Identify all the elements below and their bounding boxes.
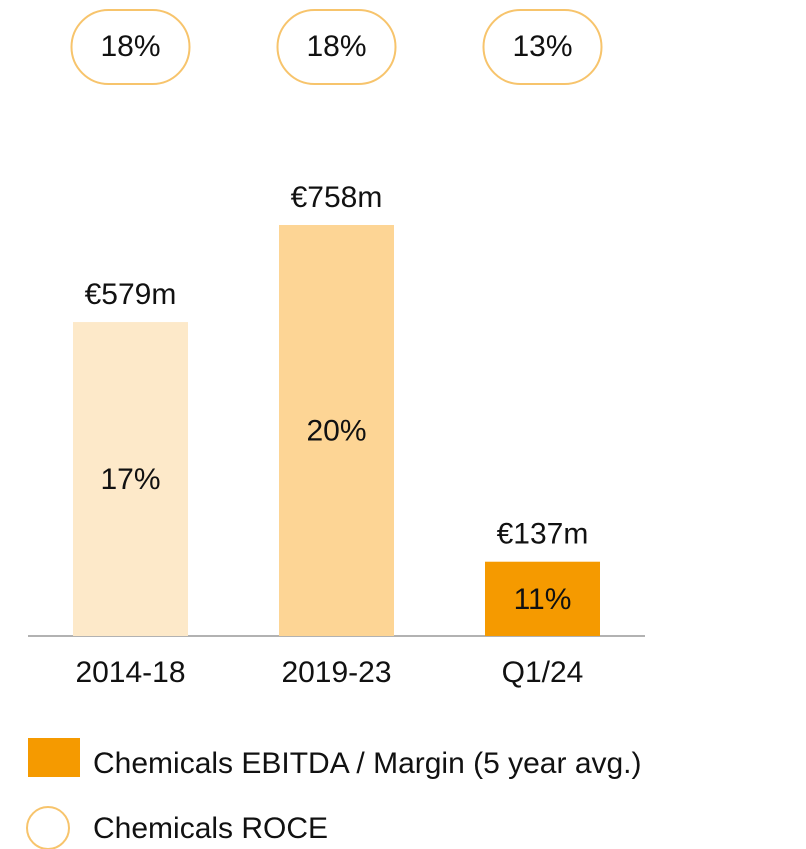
roce-pill [276,9,397,85]
legend-swatch [28,738,80,777]
legend-label: Chemicals ROCE [93,812,328,845]
margin-label: 17% [100,463,160,496]
x-tick-label: 2014-18 [75,656,185,689]
value-label: €579m [85,278,177,311]
x-tick-label: 2019-23 [281,656,391,689]
bar [485,561,600,636]
legend-label: Chemicals EBITDA / Margin (5 year avg.) [93,747,642,780]
roce-label: 18% [100,30,160,63]
value-label: €137m [497,518,589,551]
margin-label: 11% [514,583,572,616]
margin-label: 20% [306,414,366,447]
roce-pill [70,9,191,85]
roce-pill [482,9,603,85]
roce-label: 13% [512,30,572,63]
x-tick-label: Q1/24 [502,656,584,689]
bar [279,225,394,636]
bar [73,322,188,636]
legend-swatch [26,806,70,849]
roce-label: 18% [306,30,366,63]
value-label: €758m [291,181,383,214]
